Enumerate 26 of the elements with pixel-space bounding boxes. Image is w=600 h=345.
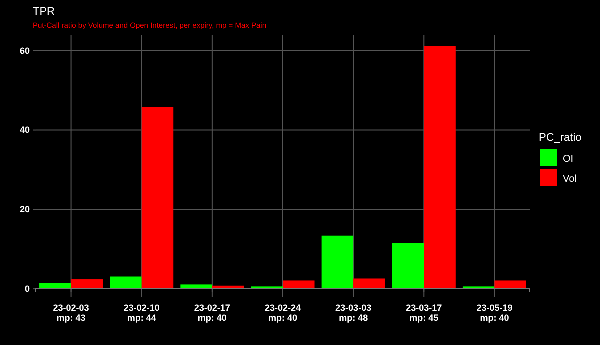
x-tick-label: 23-03-17 mp: 45 — [406, 303, 442, 323]
y-tick-label: 0 — [24, 284, 30, 294]
bar — [322, 236, 354, 290]
bar — [40, 284, 72, 290]
y-tick-label: 20 — [20, 204, 30, 215]
bar — [71, 280, 104, 290]
chart-title: TPR — [33, 6, 56, 18]
bar — [424, 46, 456, 290]
bar — [110, 276, 142, 290]
x-tick-label: 23-02-17 mp: 40 — [194, 303, 230, 323]
legend-title: PC_ratio — [539, 132, 582, 144]
bar — [392, 243, 424, 290]
bar — [494, 280, 526, 290]
x-tick-label: 23-02-10 mp: 44 — [124, 303, 160, 323]
x-tick-label: 23-02-24 mp: 40 — [264, 303, 302, 323]
legend-label: OI — [563, 154, 574, 165]
bar — [142, 107, 174, 290]
x-tick-label: 23-03-03 mp: 48 — [336, 303, 372, 323]
bar — [354, 278, 386, 290]
x-tick-label: 23-02-03 mp: 43 — [53, 303, 90, 323]
y-tick-label: 40 — [20, 125, 30, 136]
bar — [180, 284, 212, 290]
y-tick-label: 60 — [20, 46, 30, 56]
x-tick-label: 23-05-19 mp: 40 — [476, 303, 513, 323]
legend-label: Vol — [563, 174, 577, 185]
bar — [283, 280, 315, 290]
